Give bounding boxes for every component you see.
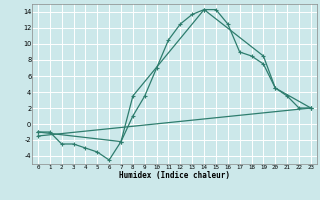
X-axis label: Humidex (Indice chaleur): Humidex (Indice chaleur) [119,171,230,180]
